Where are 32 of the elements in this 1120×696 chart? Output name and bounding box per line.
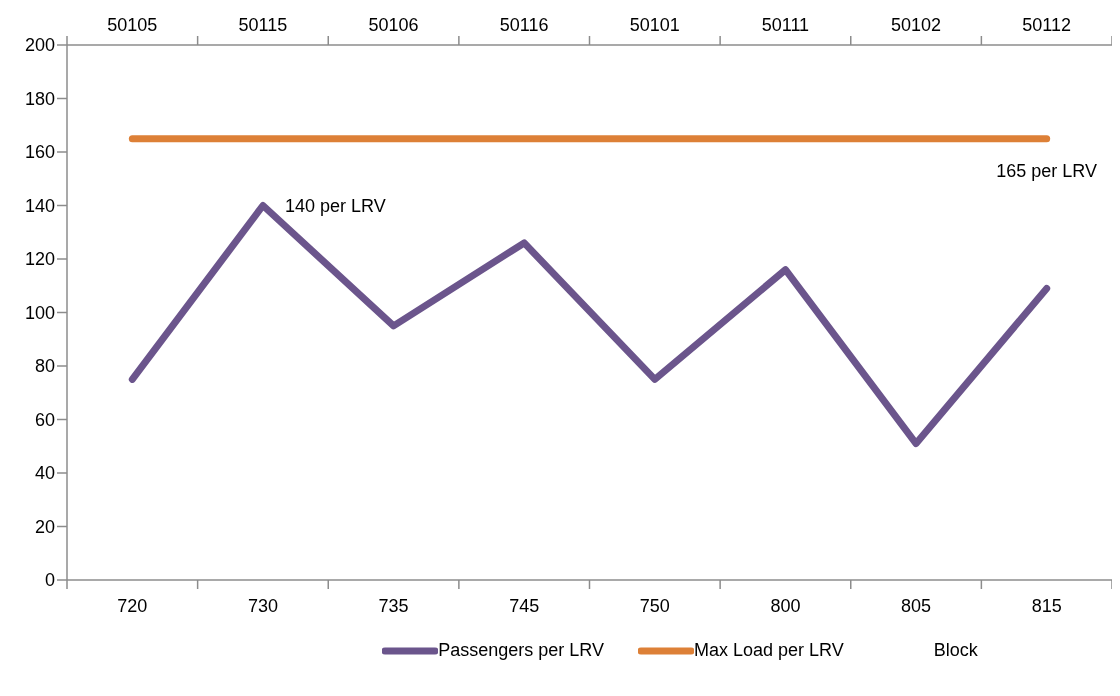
text: 50102 <box>891 15 942 35</box>
x-tick-label: 735 <box>378 596 409 616</box>
text: 50112 <box>1022 15 1072 35</box>
y-tick-label: 80 <box>34 356 55 377</box>
x-tick-label: 805 <box>901 596 932 616</box>
annotation: 165 per LRV <box>996 161 1098 182</box>
text: Block <box>933 640 978 661</box>
text: 50101 <box>629 15 680 35</box>
x-tick-label: 750 <box>639 596 670 616</box>
y-tick-label: 140 <box>24 195 55 216</box>
x-tick-label: 745 <box>509 596 540 616</box>
text: 50111 <box>761 15 810 35</box>
x-tick-label: 800 <box>770 596 801 616</box>
y-tick-label: 0 <box>44 570 55 591</box>
legend-label: Passengers per LRV <box>438 640 604 661</box>
y-tick-label: 60 <box>34 409 55 430</box>
text: 50106 <box>368 15 419 35</box>
y-tick-label: 20 <box>34 516 55 537</box>
legend-label: Max Load per LRV <box>693 640 844 661</box>
x-tick-label: 730 <box>247 596 278 616</box>
y-tick-label: 200 <box>24 35 55 56</box>
x-tick-label: 815 <box>1031 596 1062 616</box>
y-tick-label: 160 <box>24 142 55 163</box>
y-tick-label: 100 <box>24 302 55 323</box>
y-tick-label: 180 <box>24 88 55 109</box>
x-tick-label: 720 <box>117 596 148 616</box>
y-tick-label: 40 <box>34 463 55 484</box>
y-tick-label: 120 <box>24 249 55 270</box>
text: 50105 <box>107 15 158 35</box>
annotation: 140 per LRV <box>284 195 386 216</box>
text: 50116 <box>499 15 549 35</box>
text: 50115 <box>238 15 288 35</box>
